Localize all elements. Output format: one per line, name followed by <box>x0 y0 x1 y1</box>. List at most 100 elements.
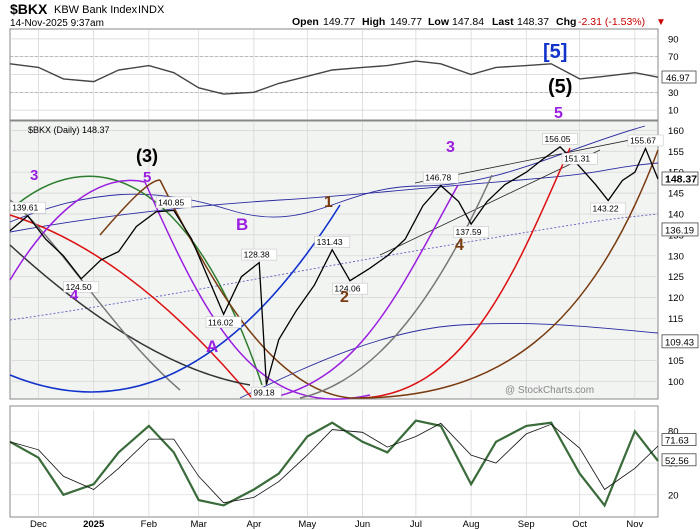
y-tick-label: 115 <box>668 314 683 325</box>
y-tick-label: 125 <box>668 272 684 283</box>
stoch-current-label: 52.56 <box>665 456 689 467</box>
wave-label-5-blue: [5] <box>543 41 567 63</box>
wave-label-3-paren: (3) <box>136 146 158 166</box>
x-tick-label: Feb <box>141 519 157 530</box>
price-label-box <box>314 236 351 248</box>
wave-label-4-left: 4 <box>70 287 79 304</box>
stochastic-k-line <box>9 419 659 508</box>
arc-black-left <box>9 244 251 386</box>
wave-label-5-paren: (5) <box>548 76 572 98</box>
arc-purple-left <box>9 179 371 400</box>
price-label-box <box>542 133 578 145</box>
rsi-series-line <box>9 60 659 95</box>
index-name: KBW Bank Index <box>54 4 138 16</box>
x-tick-label: Jun <box>355 519 370 530</box>
price-label: 137.59 <box>455 227 481 237</box>
wave-label-a: A <box>206 337 218 356</box>
wave-label-b: B <box>236 215 248 234</box>
stoch-current-label: 71.63 <box>665 436 689 447</box>
y-tick-label: 145 <box>668 189 684 200</box>
x-tick-label: Jul <box>410 519 422 530</box>
down-arrow-icon: ▼ <box>656 17 666 28</box>
last-label: Last <box>492 16 514 28</box>
y-tick-label: 140 <box>668 210 684 221</box>
price-label: 155.67 <box>630 135 656 145</box>
low-label: Low <box>428 16 450 28</box>
ma-blue-200 <box>239 322 659 399</box>
datetime: 14-Nov-2025 9:37am <box>10 18 104 29</box>
price-legend: $BKX (Daily) 148.37 <box>28 125 110 135</box>
price-label: 156.05 <box>544 134 570 144</box>
symbol: $BKX <box>10 1 48 17</box>
price-label-box <box>561 152 598 165</box>
last-value: 148.37 <box>517 16 549 28</box>
wave-label-5-right: 5 <box>554 105 563 122</box>
y-tick-label: 70 <box>668 52 679 63</box>
price-label: 140.85 <box>158 197 184 207</box>
wave-label-3-right: 3 <box>446 139 455 156</box>
arc-blue <box>9 204 341 393</box>
price-label: 99.18 <box>253 388 275 398</box>
price-label-box <box>453 226 489 238</box>
y-tick-label: 100 <box>668 377 684 388</box>
price-current-box <box>661 171 699 186</box>
price-label: 131.43 <box>317 237 343 247</box>
arc-purple-right <box>269 184 459 399</box>
trend-line-1 <box>379 149 601 256</box>
arc-brown-left <box>99 179 351 399</box>
wave-label-1: 1 <box>324 194 333 211</box>
arc-red-left <box>9 214 253 399</box>
price-label-box <box>422 171 459 184</box>
ma-blue-lower <box>9 162 659 233</box>
arc-brown-right <box>349 149 659 399</box>
open-value: 149.77 <box>323 16 355 28</box>
x-tick-label: 2025 <box>83 519 105 530</box>
y-tick-label: 130 <box>668 251 684 262</box>
x-tick-label: Dec <box>30 519 47 530</box>
x-tick-label: Apr <box>246 519 261 530</box>
price-label-box <box>9 201 46 214</box>
y-tick-label: 30 <box>668 88 679 99</box>
y-tick-label: 90 <box>668 34 679 45</box>
price-label-box <box>590 202 627 215</box>
price-label-box <box>155 196 192 209</box>
wave-label-4-right: 4 <box>455 237 464 254</box>
price-label-box <box>205 316 242 329</box>
price-current-label: 109.43 <box>665 337 694 348</box>
chg-label: Chg <box>556 16 576 28</box>
stoch-current-box <box>661 453 697 467</box>
price-label-box <box>627 134 664 147</box>
y-tick-label: 155 <box>668 147 684 158</box>
arc-gray-right <box>299 174 493 399</box>
y-tick-label: 105 <box>668 356 684 367</box>
x-tick-label: Mar <box>191 519 207 530</box>
y-tick-label: 160 <box>668 126 684 137</box>
price-panel: 160155150145140135130125120115110105100 … <box>9 105 699 416</box>
price-label: 124.50 <box>66 282 92 292</box>
price-label-box <box>332 282 368 295</box>
rsi-current-box <box>661 70 697 84</box>
price-current-label: 136.19 <box>665 225 694 236</box>
x-tick-label: May <box>298 519 316 530</box>
ma-blue-upper <box>9 125 646 223</box>
chg-value: -2.31 (-1.53%) <box>578 16 645 28</box>
y-tick-label: 10 <box>668 106 679 117</box>
price-current-label: 148.37 <box>665 173 697 185</box>
x-tick-label: Oct <box>572 519 587 530</box>
wave-label-2: 2 <box>340 289 349 306</box>
y-tick-label: 80 <box>668 427 679 438</box>
x-tick-label: Sep <box>518 519 535 530</box>
price-label: 151.31 <box>564 154 590 164</box>
stoch-current-box <box>661 433 697 446</box>
price-label-box <box>251 386 282 399</box>
price-label: 128.38 <box>244 250 270 260</box>
wave-label-5-left: 5 <box>143 169 151 186</box>
high-label: High <box>362 16 385 28</box>
price-current-box <box>661 334 699 349</box>
stochastic-d-line <box>9 422 659 504</box>
price-label: 143.22 <box>593 204 619 214</box>
price-label: 146.78 <box>425 173 451 183</box>
watermark: @ StockCharts.com <box>505 385 594 396</box>
